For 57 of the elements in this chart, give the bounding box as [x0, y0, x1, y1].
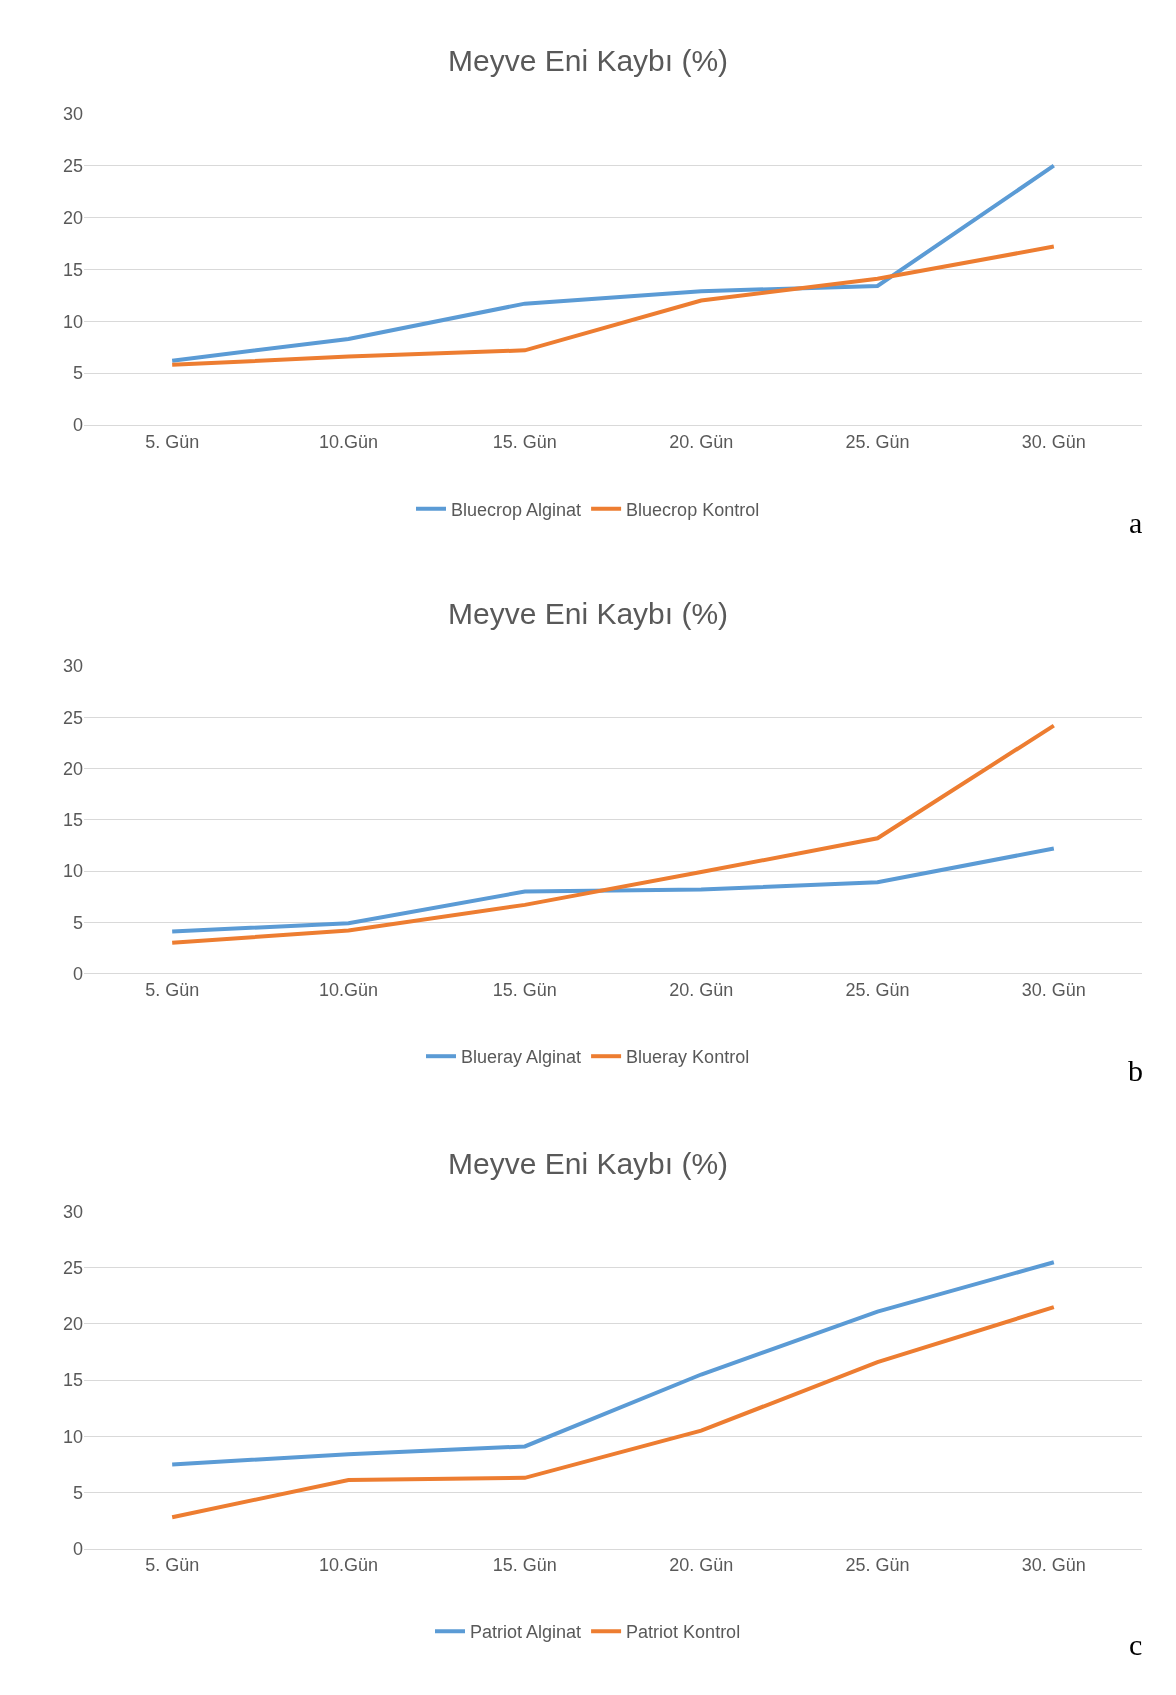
chart-title: Meyve Eni Kaybı (%)	[448, 1147, 729, 1180]
x-tick-label: 15. Gün	[492, 980, 557, 1001]
y-tick-label: 20	[62, 758, 83, 779]
x-tick-label: 5. Gün	[145, 431, 200, 452]
chart-title: Meyve Eni Kaybı (%)	[448, 597, 729, 630]
y-tick-label: 5	[72, 363, 83, 384]
x-tick-label: 25. Gün	[845, 431, 910, 452]
y-tick-label: 30	[62, 104, 83, 125]
y-tick-label: 10	[62, 1426, 83, 1447]
text: c	[1129, 1628, 1143, 1661]
y-tick-label: 30	[62, 656, 83, 677]
x-tick-label: 15. Gün	[492, 431, 557, 452]
y-tick-label: 15	[62, 259, 83, 280]
x-tick-label: 10.Gün	[318, 1555, 379, 1576]
x-tick-label: 15. Gün	[492, 1555, 557, 1576]
x-tick-label: 20. Gün	[669, 1555, 734, 1576]
y-tick-label: 20	[62, 1314, 83, 1335]
text: b	[1128, 1054, 1143, 1087]
line-series	[170, 846, 1056, 934]
legend-label: Patriot Kontrol	[626, 1622, 741, 1643]
y-tick-label: 10	[62, 861, 83, 882]
x-tick-label: 30. Gün	[1021, 1555, 1086, 1576]
legend-label: Bluecrop Alginat	[451, 499, 582, 520]
text: a	[1129, 506, 1143, 539]
x-tick-label: 25. Gün	[845, 980, 910, 1001]
y-tick-label: 25	[62, 707, 83, 728]
y-tick-label: 0	[72, 963, 83, 984]
legend-label: Blueray Kontrol	[626, 1047, 750, 1068]
x-tick-label: 10.Gün	[318, 431, 379, 452]
legend-label: Blueray Alginat	[461, 1047, 582, 1068]
y-tick-label: 0	[72, 1538, 83, 1559]
y-tick-label: 30	[62, 1201, 83, 1222]
legend-label: Bluecrop Kontrol	[626, 499, 760, 520]
line-series	[170, 244, 1056, 367]
x-tick-label: 5. Gün	[145, 980, 200, 1001]
y-tick-label: 25	[62, 155, 83, 176]
y-tick-label: 5	[72, 1482, 83, 1503]
y-tick-label: 0	[72, 415, 83, 436]
x-tick-label: 30. Gün	[1021, 980, 1086, 1001]
x-tick-label: 30. Gün	[1021, 431, 1086, 452]
line-series	[170, 1260, 1056, 1467]
y-tick-label: 10	[62, 311, 83, 332]
x-tick-label: 10.Gün	[318, 980, 379, 1001]
y-tick-label: 5	[72, 912, 83, 933]
x-tick-label: 20. Gün	[669, 980, 734, 1001]
line-series	[170, 1305, 1056, 1520]
x-tick-label: 5. Gün	[145, 1555, 200, 1576]
line-series	[170, 723, 1056, 945]
y-tick-label: 20	[62, 207, 83, 228]
legend-label: Patriot Alginat	[470, 1622, 582, 1643]
y-tick-label: 15	[62, 810, 83, 831]
y-tick-label: 25	[62, 1258, 83, 1279]
x-tick-label: 20. Gün	[669, 431, 734, 452]
y-tick-label: 15	[62, 1370, 83, 1391]
line-series	[170, 163, 1056, 363]
chart-title: Meyve Eni Kaybı (%)	[448, 44, 729, 77]
x-tick-label: 25. Gün	[845, 1555, 910, 1576]
